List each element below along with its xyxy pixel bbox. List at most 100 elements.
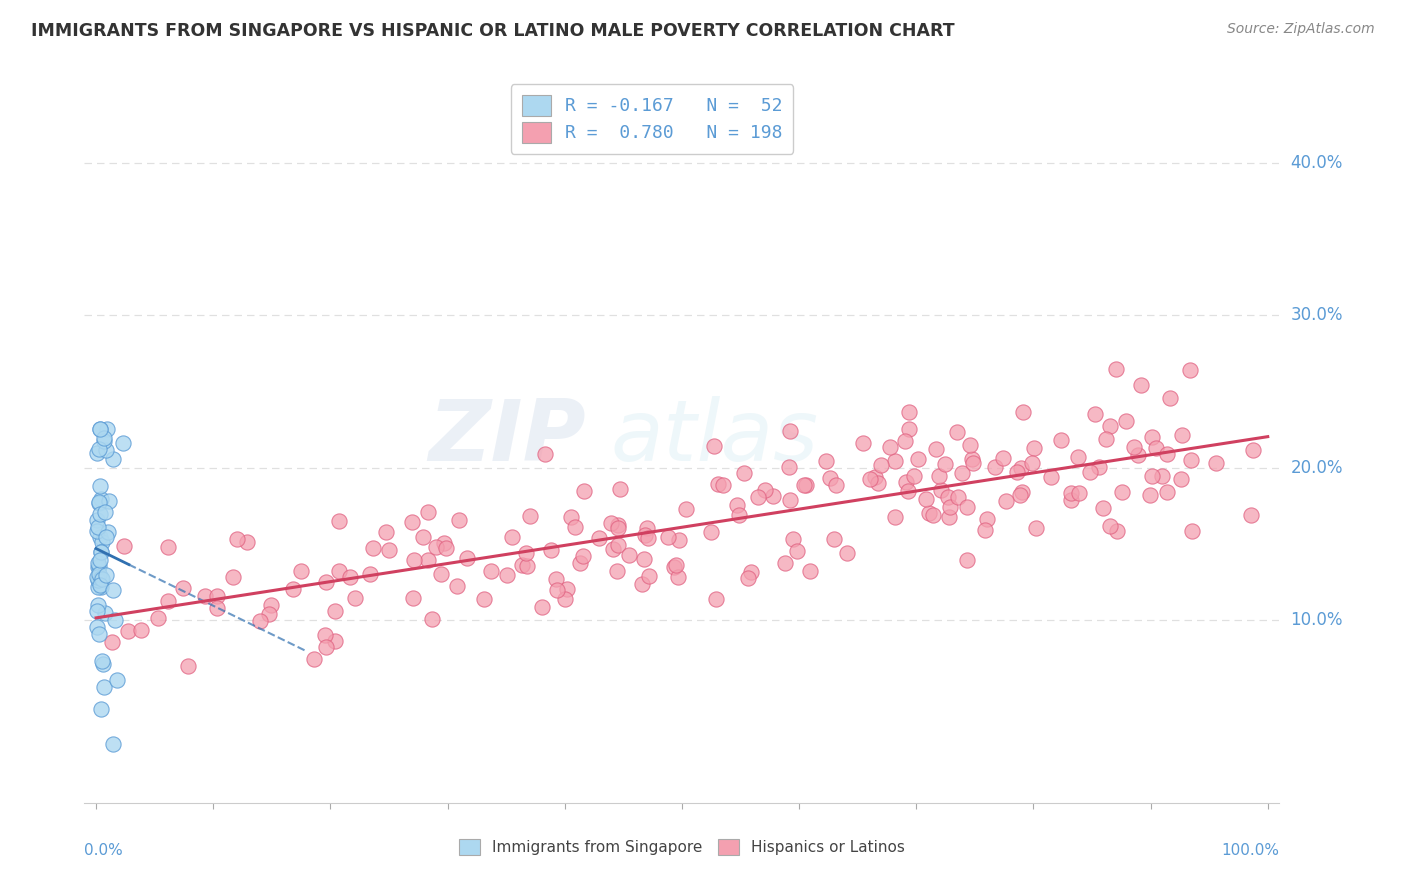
- Point: [925, 442, 948, 456]
- Point: [540, 543, 562, 558]
- Point: [1007, 465, 1029, 479]
- Point: [515, 546, 537, 560]
- Point: [1159, 391, 1181, 405]
- Point: [606, 564, 628, 578]
- Point: [87, 599, 110, 613]
- Point: [737, 571, 759, 585]
- Point: [636, 521, 658, 535]
- Point: [1156, 447, 1178, 461]
- Point: [898, 422, 921, 436]
- Point: [950, 466, 973, 480]
- Point: [602, 541, 624, 556]
- Point: [157, 594, 180, 608]
- Point: [1095, 432, 1118, 446]
- Point: [86, 603, 108, 617]
- Point: [90, 491, 112, 506]
- Point: [93, 431, 115, 445]
- Point: [236, 534, 259, 549]
- Point: [323, 633, 346, 648]
- Point: [1008, 488, 1031, 502]
- Point: [1156, 484, 1178, 499]
- Point: [665, 558, 688, 572]
- Point: [700, 524, 723, 539]
- Point: [928, 469, 950, 483]
- Point: [823, 532, 845, 546]
- Point: [105, 673, 128, 688]
- Point: [156, 540, 179, 554]
- Point: [89, 571, 111, 585]
- Point: [728, 508, 751, 522]
- Point: [703, 439, 725, 453]
- Point: [1140, 469, 1163, 483]
- Point: [1241, 443, 1264, 458]
- Point: [86, 570, 108, 584]
- Point: [404, 553, 426, 567]
- Point: [762, 489, 785, 503]
- Point: [328, 564, 350, 578]
- Point: [794, 478, 817, 492]
- Point: [1144, 441, 1167, 455]
- Point: [915, 492, 938, 507]
- Point: [907, 451, 929, 466]
- Point: [86, 513, 108, 527]
- Point: [936, 490, 959, 504]
- Point: [86, 519, 108, 533]
- Point: [606, 538, 628, 552]
- Point: [94, 567, 117, 582]
- Point: [1170, 472, 1192, 486]
- Point: [205, 589, 228, 603]
- Point: [416, 553, 439, 567]
- Point: [868, 476, 890, 491]
- Text: IMMIGRANTS FROM SINGAPORE VS HISPANIC OR LATINO MALE POVERTY CORRELATION CHART: IMMIGRANTS FROM SINGAPORE VS HISPANIC OR…: [31, 22, 955, 40]
- Point: [456, 551, 478, 566]
- Point: [733, 467, 755, 481]
- Point: [1039, 470, 1062, 484]
- Point: [903, 468, 925, 483]
- Text: atlas: atlas: [610, 395, 818, 479]
- Point: [89, 507, 111, 521]
- Point: [446, 579, 468, 593]
- Point: [1021, 456, 1043, 470]
- Text: 100.0%: 100.0%: [1222, 843, 1279, 858]
- Text: 20.0%: 20.0%: [1291, 458, 1343, 476]
- Point: [90, 580, 112, 594]
- Text: ZIP: ZIP: [429, 395, 586, 479]
- Point: [786, 544, 808, 558]
- Point: [194, 590, 217, 604]
- Point: [1126, 448, 1149, 462]
- Point: [94, 505, 117, 519]
- Point: [1105, 524, 1128, 539]
- Point: [402, 591, 425, 605]
- Point: [799, 564, 821, 578]
- Point: [90, 654, 112, 668]
- Point: [315, 574, 337, 589]
- Point: [530, 600, 553, 615]
- Text: 0.0%: 0.0%: [84, 843, 124, 858]
- Point: [86, 445, 108, 459]
- Point: [374, 525, 396, 540]
- Point: [918, 506, 941, 520]
- Point: [87, 573, 110, 587]
- Point: [89, 479, 111, 493]
- Point: [633, 552, 655, 566]
- Point: [1115, 414, 1137, 428]
- Point: [568, 556, 591, 570]
- Point: [779, 424, 801, 438]
- Point: [898, 405, 921, 419]
- Point: [328, 515, 350, 529]
- Point: [883, 510, 905, 524]
- Point: [281, 582, 304, 596]
- Point: [1078, 466, 1101, 480]
- Point: [962, 452, 984, 467]
- Text: 30.0%: 30.0%: [1291, 306, 1343, 324]
- Point: [939, 500, 962, 514]
- Point: [946, 425, 969, 439]
- Point: [249, 614, 271, 628]
- Point: [1240, 508, 1263, 523]
- Point: [879, 440, 901, 454]
- Point: [257, 607, 280, 621]
- Point: [600, 516, 623, 530]
- Point: [1205, 457, 1227, 471]
- Point: [894, 475, 917, 489]
- Point: [90, 535, 112, 549]
